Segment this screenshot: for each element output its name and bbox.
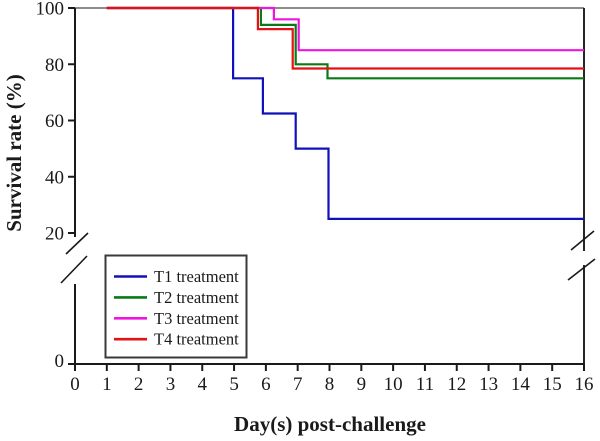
x-tick-label-7: 7 [293,374,303,395]
y-tick-label-80: 80 [45,55,64,76]
x-tick-label-15: 15 [543,374,562,395]
x-tick-label-4: 4 [198,374,208,395]
x-tick-label-11: 11 [416,374,434,395]
axis-break-mark-3 [567,258,596,281]
y-tick-label-20: 20 [45,224,64,245]
legend-label-t1: T1 treatment [154,267,239,286]
x-tick-label-14: 14 [511,374,531,395]
x-tick-label-13: 13 [479,374,498,395]
axis-break-mark-2 [570,230,595,251]
legend-label-t2: T2 treatment [154,288,239,307]
x-tick-label-9: 9 [357,374,367,395]
x-tick-label-10: 10 [384,374,403,395]
x-tick-label-0: 0 [70,374,80,395]
x-tick-label-12: 12 [447,374,466,395]
series-line-t2 [106,6,584,80]
x-tick-label-3: 3 [166,374,176,395]
x-tick-label-6: 6 [261,374,271,395]
y-axis-title: Survival rate (%) [2,74,26,231]
legend-label-t4: T4 treatment [154,330,239,349]
x-tick-label-5: 5 [229,374,239,395]
x-tick-label-16: 16 [575,374,594,395]
x-axis-title: Day(s) post-challenge [234,412,426,436]
series-line-t1 [106,6,584,220]
legend-label-t3: T3 treatment [154,309,239,328]
y-tick-label-100: 100 [36,0,65,20]
x-tick-label-2: 2 [134,374,144,395]
series-line-t4 [106,6,584,70]
y-tick-label-0: 0 [55,351,65,372]
x-tick-label-8: 8 [325,374,335,395]
y-tick-label-40: 40 [45,167,64,188]
axis-break-mark-0 [65,232,89,255]
y-tick-label-60: 60 [45,111,64,132]
x-tick-label-1: 1 [102,374,112,395]
axis-break-mark-1 [60,255,88,284]
